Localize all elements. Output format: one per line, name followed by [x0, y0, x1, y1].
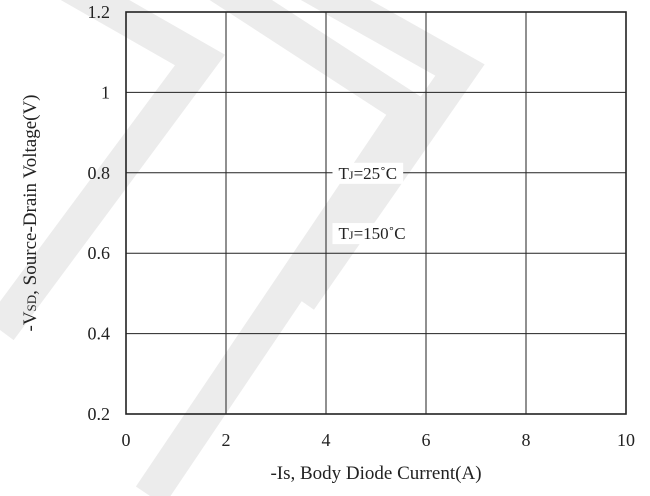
- series-label-rest: =25˚C: [354, 164, 398, 183]
- series-label: TJ=25˚C: [332, 162, 404, 184]
- series-label: TJ=150˚C: [332, 223, 412, 245]
- x-tick-label: 10: [617, 430, 635, 450]
- y-tick-label: 0.4: [88, 324, 111, 344]
- series-label-text: TJ=150˚C: [339, 224, 406, 243]
- x-tick-label: 6: [422, 430, 431, 450]
- series-label-sub: J: [349, 168, 354, 182]
- x-axis-ticks: 0 2 4 6 8 10: [122, 430, 636, 450]
- watermark: [0, 0, 485, 496]
- series-label-rest: =150˚C: [354, 224, 406, 243]
- series-label-main: T: [339, 164, 350, 183]
- y-tick-label: 0.8: [88, 163, 111, 183]
- series-label-main: T: [339, 224, 350, 243]
- y-axis-title-sub: SD: [24, 295, 39, 312]
- plot-frame: [125, 11, 627, 415]
- y-axis-title-main: -V: [20, 311, 41, 331]
- series-annotations: TJ=25˚CTJ=150˚C: [332, 162, 412, 245]
- x-axis-title: -Is, Body Diode Current(A): [270, 463, 481, 484]
- y-tick-label: 1: [101, 82, 110, 102]
- series-label-background: [332, 223, 412, 245]
- series-label-sub: J: [349, 228, 354, 242]
- x-tick-label: 4: [322, 430, 331, 450]
- y-tick-label: 1.2: [88, 2, 111, 22]
- series-label-background: [332, 162, 404, 184]
- x-tick-label: 2: [222, 430, 231, 450]
- x-tick-label: 0: [122, 430, 131, 450]
- series-label-text: TJ=25˚C: [339, 164, 398, 183]
- x-tick-label: 8: [522, 430, 531, 450]
- y-axis-title-rest: , Source-Drain Voltage(V): [20, 94, 41, 294]
- y-axis-title: -VSD, Source-Drain Voltage(V): [20, 94, 41, 331]
- y-tick-label: 0.2: [88, 404, 111, 424]
- y-tick-label: 0.6: [88, 243, 111, 263]
- y-axis-ticks: 0.2 0.4 0.6 0.8 1 1.2: [88, 2, 111, 424]
